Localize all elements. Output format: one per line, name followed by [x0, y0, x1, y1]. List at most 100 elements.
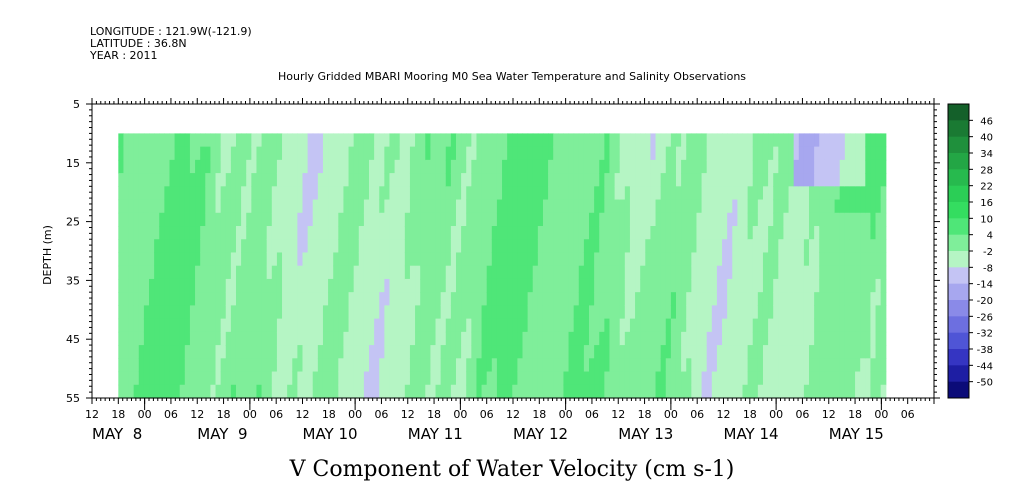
heatmap-cell: [481, 159, 488, 174]
heatmap-cell: [159, 358, 165, 373]
heatmap-cell: [384, 384, 391, 399]
heatmap-cell: [635, 252, 641, 267]
heatmap-cell: [455, 292, 462, 306]
heatmap-cell: [149, 371, 155, 386]
heatmap-cell: [855, 212, 861, 227]
heatmap-cell: [404, 239, 411, 254]
heatmap-cell: [384, 199, 391, 214]
heatmap-cell: [189, 384, 196, 399]
heatmap-cell: [809, 226, 815, 240]
heatmap-cell: [737, 226, 744, 240]
heatmap-cell: [225, 199, 232, 214]
heatmap-cell: [184, 345, 191, 359]
heatmap-cell: [855, 371, 861, 386]
heatmap-cell: [282, 226, 288, 240]
heatmap-cell: [681, 384, 687, 399]
heatmap-cell: [440, 265, 447, 280]
heatmap-cell: [778, 331, 785, 346]
heatmap-cell: [527, 305, 534, 320]
colorbar-swatch: [948, 283, 969, 301]
heatmap-cell: [706, 384, 713, 399]
heatmap-cell: [353, 212, 360, 227]
heatmap-cell: [701, 331, 708, 346]
heatmap-cell: [440, 199, 447, 214]
heatmap-cell: [328, 199, 334, 214]
heatmap-cell: [773, 278, 779, 293]
heatmap-cell: [440, 159, 447, 174]
heatmap-cell: [604, 173, 611, 187]
heatmap-cell: [875, 318, 882, 333]
heatmap-cell: [404, 173, 411, 187]
heatmap-cell: [307, 252, 314, 267]
heatmap-cell: [466, 226, 472, 240]
heatmap-cell: [573, 358, 580, 373]
heatmap-cell: [384, 292, 391, 306]
heatmap-cell: [195, 226, 201, 240]
heatmap-cell: [537, 173, 544, 187]
heatmap-cell: [568, 331, 575, 346]
heatmap-cell: [844, 212, 851, 227]
heatmap-cell: [358, 318, 365, 333]
heatmap-cell: [824, 173, 831, 187]
heatmap-cell: [276, 226, 283, 240]
heatmap-cell: [491, 212, 498, 227]
heatmap-cell: [271, 252, 278, 267]
heatmap-cell: [471, 159, 478, 174]
heatmap-cell: [266, 371, 273, 386]
heatmap-cell: [481, 371, 488, 386]
heatmap-cell: [701, 252, 708, 267]
heatmap-cell: [701, 358, 708, 373]
heatmap-cell: [276, 133, 283, 148]
heatmap-cell: [829, 239, 836, 254]
heatmap-cell: [640, 146, 646, 161]
heatmap-cell: [696, 146, 703, 161]
heatmap-cell: [532, 252, 539, 267]
heatmap-cell: [174, 226, 181, 240]
heatmap-cell: [491, 292, 498, 306]
heatmap-cell: [149, 186, 155, 201]
heatmap-cell: [619, 371, 626, 386]
heatmap-cell: [819, 146, 825, 161]
heatmap-cell: [251, 173, 258, 187]
heatmap-cell: [650, 226, 657, 240]
heatmap-cell: [691, 212, 698, 227]
heatmap-cell: [374, 331, 380, 346]
heatmap-cell: [870, 265, 877, 280]
heatmap-cell: [128, 331, 135, 346]
heatmap-cell: [481, 146, 488, 161]
heatmap-cell: [149, 265, 155, 280]
heatmap-cell: [287, 384, 293, 399]
heatmap-cell: [435, 199, 442, 214]
heatmap-cell: [420, 331, 426, 346]
heatmap-cell: [553, 292, 559, 306]
heatmap-cell: [159, 345, 165, 359]
heatmap-cell: [527, 212, 534, 227]
heatmap-cell: [568, 305, 575, 320]
heatmap-cell: [481, 199, 488, 214]
heatmap-cell: [665, 239, 672, 254]
heatmap-cell: [522, 133, 529, 148]
heatmap-cell: [640, 133, 646, 148]
heatmap-cell: [169, 331, 176, 346]
heatmap-cell: [681, 239, 687, 254]
heatmap-cell: [435, 318, 442, 333]
heatmap-cell: [189, 345, 196, 359]
heatmap-cell: [681, 345, 687, 359]
heatmap-cell: [363, 159, 370, 174]
heatmap-cell: [476, 186, 483, 201]
heatmap-cell: [834, 239, 841, 254]
heatmap-cell: [844, 278, 851, 293]
heatmap-cell: [363, 186, 370, 201]
heatmap-cell: [542, 384, 549, 399]
heatmap-cell: [778, 252, 785, 267]
heatmap-cell: [486, 239, 493, 254]
heatmap-cell: [149, 239, 155, 254]
heatmap-cell: [722, 318, 728, 333]
x-tick-label: 12: [401, 408, 415, 421]
heatmap-cell: [609, 318, 616, 333]
heatmap-cell: [768, 331, 774, 346]
heatmap-cell: [450, 305, 457, 320]
heatmap-cell: [829, 345, 836, 359]
heatmap-cell: [425, 331, 432, 346]
heatmap-cell: [481, 252, 488, 267]
